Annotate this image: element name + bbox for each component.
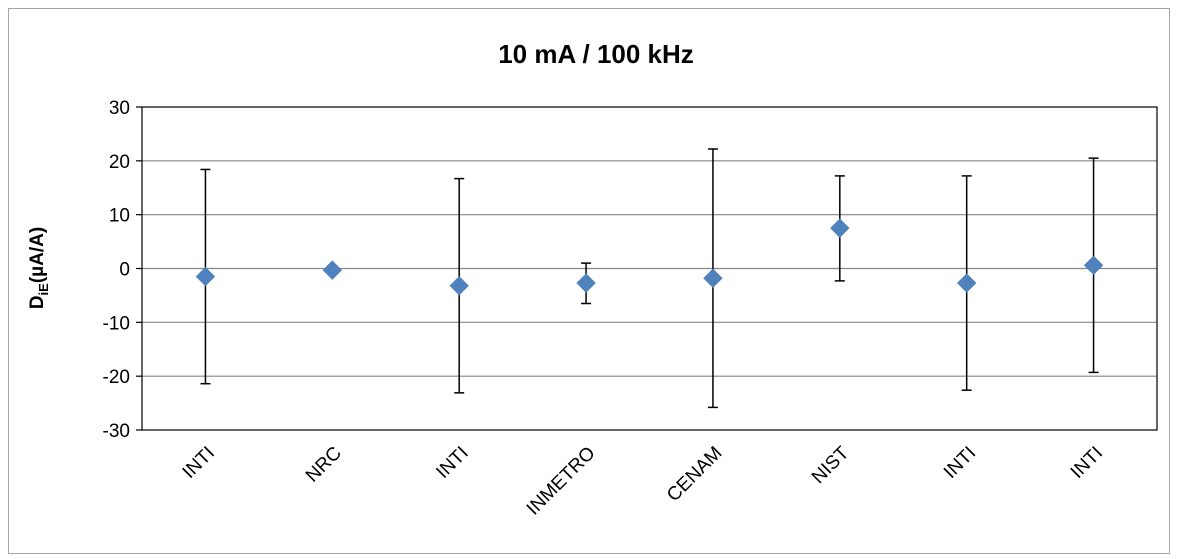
x-tick-labels: INTI NRC INTI INMETRO CENAM NIST INTI INTI [179,442,1107,519]
y-tick-label: -10 [103,313,130,334]
x-tick-label: INTI [179,443,219,483]
data-point [830,218,850,238]
plot-area [141,106,1158,431]
y-tick-labels: 30 20 10 0 -10 -20 -30 [103,98,130,442]
y-tick-label: 10 [109,206,130,227]
y-tick-label: 20 [109,152,130,173]
x-tick-label: INTI [940,443,980,483]
data-point [703,268,723,288]
data-markers [195,218,1104,296]
y-tick-label: 0 [119,260,130,281]
data-point [1083,255,1104,275]
y-axis-label-unit: (µA/A) [27,227,48,283]
data-point [322,260,343,280]
y-axis-label-sub: iE [36,283,51,296]
y-axis-label: DiE(µA/A) [27,227,51,309]
chart-title: 10 mA / 100 kHz [498,39,694,69]
x-tick-label: INTI [1067,443,1107,483]
gridlines [136,106,1157,431]
x-tick-label: INMETRO [523,443,600,520]
x-tick-label: NIST [808,442,854,488]
x-tick-label: CENAM [663,443,726,506]
y-tick-label: 30 [109,98,130,119]
x-tick-label: INTI [432,443,472,483]
data-point [449,276,469,296]
y-axis-label-main: D [27,295,48,309]
data-point [956,273,977,293]
y-tick-label: -20 [103,367,130,388]
y-tick-label: -30 [103,421,130,442]
x-tick-label: NRC [302,443,346,487]
data-point [576,273,596,293]
data-point [195,266,216,287]
